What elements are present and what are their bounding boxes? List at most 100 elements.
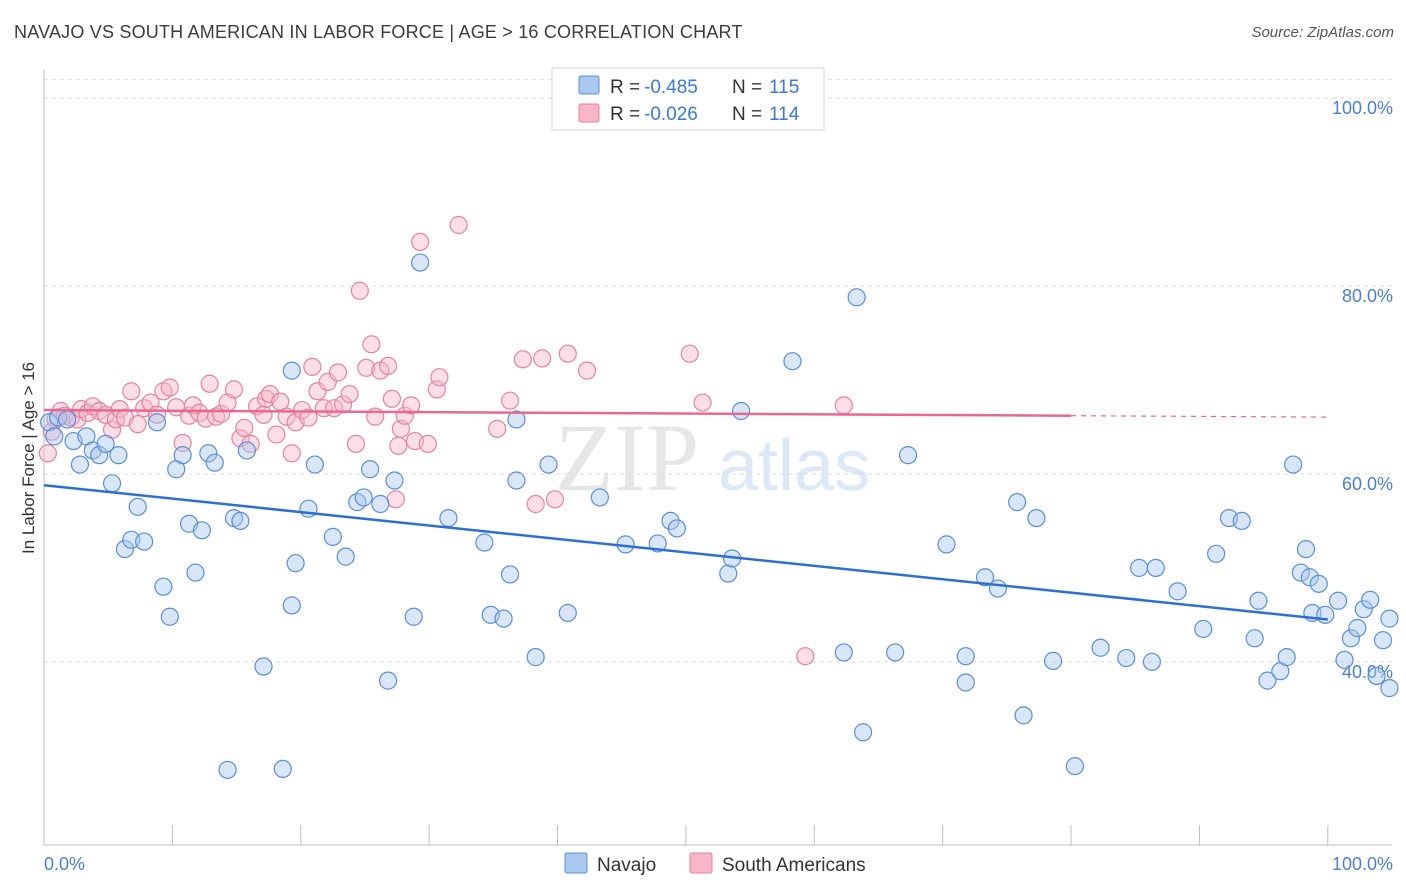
- legend-n-value-south-americans: 114: [769, 104, 800, 125]
- scatter-point: [513, 350, 532, 369]
- scatter-point: [526, 648, 545, 667]
- scatter-point: [732, 401, 751, 421]
- scatter-point: [135, 532, 154, 551]
- scatter-point: [439, 508, 458, 528]
- scatter-point: [173, 446, 192, 465]
- y-tick-label: 80.0%: [1342, 286, 1393, 306]
- scatter-point: [475, 533, 494, 552]
- scatter-point: [305, 455, 324, 474]
- scatter-point: [237, 441, 256, 460]
- scatter-point: [1065, 756, 1084, 776]
- scatter-point: [192, 521, 212, 540]
- y-tick-labels: 100.0% 80.0% 60.0% 40.0%: [1332, 98, 1393, 682]
- bottom-legend-label-navajo: Navajo: [597, 855, 656, 876]
- scatter-point: [500, 391, 520, 410]
- scatter-point: [1194, 619, 1213, 639]
- scatter-point: [350, 281, 369, 300]
- scatter-point: [303, 357, 322, 376]
- scatter-point: [526, 494, 545, 514]
- scatter-point: [937, 535, 956, 554]
- scatter-point: [186, 563, 205, 582]
- scatter-point: [1014, 706, 1033, 725]
- scatter-point: [533, 349, 552, 368]
- scatter-point: [328, 363, 348, 382]
- scatter-point: [1142, 652, 1162, 671]
- chart-source: Source: ZipAtlas.com: [1251, 24, 1394, 41]
- scatter-point: [385, 471, 404, 490]
- scatter-point: [160, 378, 179, 397]
- scatter-point: [558, 344, 577, 363]
- scatter-point: [282, 596, 301, 615]
- legend-swatch-navajo: [578, 75, 600, 95]
- scatter-point: [1027, 508, 1046, 528]
- x-ticks: [43, 825, 1329, 845]
- scatter-point: [667, 519, 687, 538]
- scatter-point: [38, 444, 57, 463]
- scatter-point: [323, 527, 342, 546]
- scatter-point: [1168, 582, 1187, 601]
- scatter-point: [371, 494, 390, 514]
- scatter-point: [336, 547, 355, 566]
- scatter-point: [115, 539, 134, 559]
- y-tick-label: 40.0%: [1342, 662, 1393, 682]
- scatter-point: [218, 760, 237, 779]
- scatter-point: [404, 607, 423, 626]
- scatter-point: [449, 215, 468, 235]
- scatter-point: [1207, 544, 1226, 563]
- scatter-point: [500, 565, 520, 584]
- scatter-point: [128, 415, 147, 434]
- scatter-point: [292, 400, 312, 420]
- watermark: ZIP atlas: [555, 404, 870, 511]
- legend-n-label-navajo: N =: [732, 77, 762, 98]
- scatter-point: [200, 374, 219, 393]
- scatter-point: [847, 288, 866, 307]
- scatter-point: [545, 490, 565, 509]
- scatter-point: [286, 554, 305, 573]
- scatter-point: [430, 368, 449, 387]
- scatter-point: [282, 361, 301, 380]
- scatter-point: [1117, 648, 1136, 668]
- scatter-point: [235, 418, 254, 438]
- scatter-point: [1245, 629, 1264, 648]
- scatter-point: [45, 427, 64, 446]
- scatter-point: [661, 511, 680, 531]
- scatter-point: [354, 488, 373, 507]
- scatter-point: [1146, 558, 1165, 577]
- scatter-point: [1291, 563, 1310, 582]
- scatter-point: [360, 460, 380, 479]
- scatter-point: [1258, 671, 1277, 690]
- scatter-point: [975, 568, 995, 587]
- scatter-point: [299, 408, 318, 427]
- scatter-point: [1361, 590, 1380, 609]
- legend-r-value-navajo: -0.485: [644, 77, 698, 98]
- scatter-point: [898, 446, 918, 465]
- bottom-legend-label-south-americans: South Americans: [722, 855, 866, 876]
- scatter-point: [1348, 618, 1367, 638]
- scatter-point: [362, 335, 381, 354]
- scatter-point: [254, 405, 273, 424]
- scatter-point: [122, 382, 141, 401]
- scatter-point: [719, 564, 738, 583]
- scatter-point: [58, 410, 77, 429]
- scatter-point: [254, 657, 273, 676]
- scatter-point: [783, 352, 802, 371]
- scatter-point: [1091, 638, 1110, 657]
- scatter-point: [693, 393, 712, 412]
- scatter-point: [648, 534, 667, 553]
- scatter-point: [1296, 539, 1316, 559]
- scatter-point: [273, 759, 292, 779]
- scatter-point: [558, 603, 577, 623]
- legend-r-label-south-americans: R =: [610, 104, 640, 125]
- scatter-point: [1354, 600, 1373, 619]
- scatter-point: [212, 404, 231, 423]
- scatter-point: [1277, 648, 1296, 667]
- scatter-point: [1380, 679, 1399, 698]
- y-tick-label: 60.0%: [1342, 474, 1393, 494]
- scatter-point: [1284, 455, 1303, 474]
- scatter-point: [418, 434, 437, 453]
- legend-n-label-south-americans: N =: [732, 104, 762, 125]
- scatter-point: [402, 396, 421, 415]
- scatter-point: [206, 407, 226, 426]
- scatter-point: [160, 607, 179, 626]
